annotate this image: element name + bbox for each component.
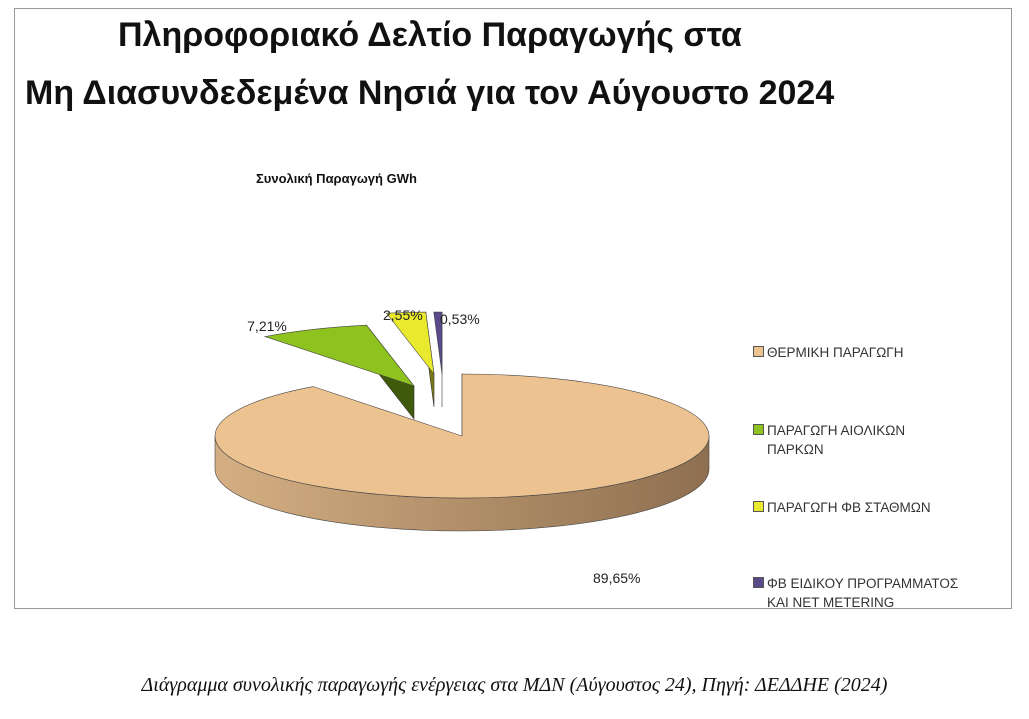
legend-swatch-wind bbox=[753, 424, 764, 435]
pie-slice-wind-top bbox=[263, 324, 415, 387]
pie-slice-pv-top bbox=[385, 311, 435, 376]
pie-slice-pv bbox=[385, 311, 435, 408]
legend-item-pv: ΠΑΡΑΓΩΓΗ ΦΒ ΣΤΑΘΜΩΝ bbox=[753, 498, 931, 517]
legend-swatch-netmetering bbox=[753, 577, 764, 588]
figure-caption: Διάγραμμα συνολικής παραγωγής ενέργειας … bbox=[141, 674, 888, 696]
pie-slice-wind bbox=[263, 324, 415, 420]
legend-label-wind-line1: ΠΑΡΑΓΩΓΗ ΑΙΟΛΙΚΩΝ bbox=[767, 423, 906, 438]
legend-item-wind: ΠΑΡΑΓΩΓΗ ΑΙΟΛΙΚΩΝ ΠΑΡΚΩΝ bbox=[753, 421, 905, 459]
legend-label-pv: ΠΑΡΑΓΩΓΗ ΦΒ ΣΤΑΘΜΩΝ bbox=[767, 500, 931, 515]
legend-item-netmetering: ΦΒ ΕΙΔΙΚΟΥ ΠΡΟΓΡΑΜΜΑΤΟΣ ΚΑΙ NET METERING bbox=[753, 574, 958, 612]
legend-swatch-thermal bbox=[753, 346, 764, 357]
legend-swatch-pv bbox=[753, 501, 764, 512]
pie-slice-netmetering bbox=[433, 311, 443, 407]
legend-label-thermal: ΘΕΡΜΙΚΗ ΠΑΡΑΓΩΓΗ bbox=[767, 345, 904, 360]
chart-subtitle: Συνολική Παραγωγή GWh bbox=[256, 171, 417, 186]
pie-slice-thermal-top bbox=[214, 373, 710, 499]
legend-item-thermal: ΘΕΡΜΙΚΗ ΠΑΡΑΓΩΓΗ bbox=[753, 343, 903, 362]
chart-title-line-1: Πληροφοριακό Δελτίο Παραγωγής στα bbox=[118, 16, 742, 54]
legend-label-wind-line2: ΠΑΡΚΩΝ bbox=[767, 442, 824, 457]
pie-slice-thermal bbox=[214, 373, 710, 532]
legend-label-netmetering-line1: ΦΒ ΕΙΔΙΚΟΥ ΠΡΟΓΡΑΜΜΑΤΟΣ bbox=[767, 576, 959, 591]
pie-slice-netmetering-top bbox=[433, 311, 443, 375]
data-label-pv: 2,55% bbox=[383, 307, 423, 323]
data-label-wind: 7,21% bbox=[247, 318, 287, 334]
legend-label-netmetering-line2: ΚΑΙ NET METERING bbox=[767, 595, 895, 610]
data-label-thermal: 89,65% bbox=[593, 570, 640, 586]
data-label-netmetering: 0,53% bbox=[440, 311, 480, 327]
chart-title-line-2: Μη Διασυνδεδεμένα Νησιά για τον Αύγουστο… bbox=[25, 74, 835, 112]
